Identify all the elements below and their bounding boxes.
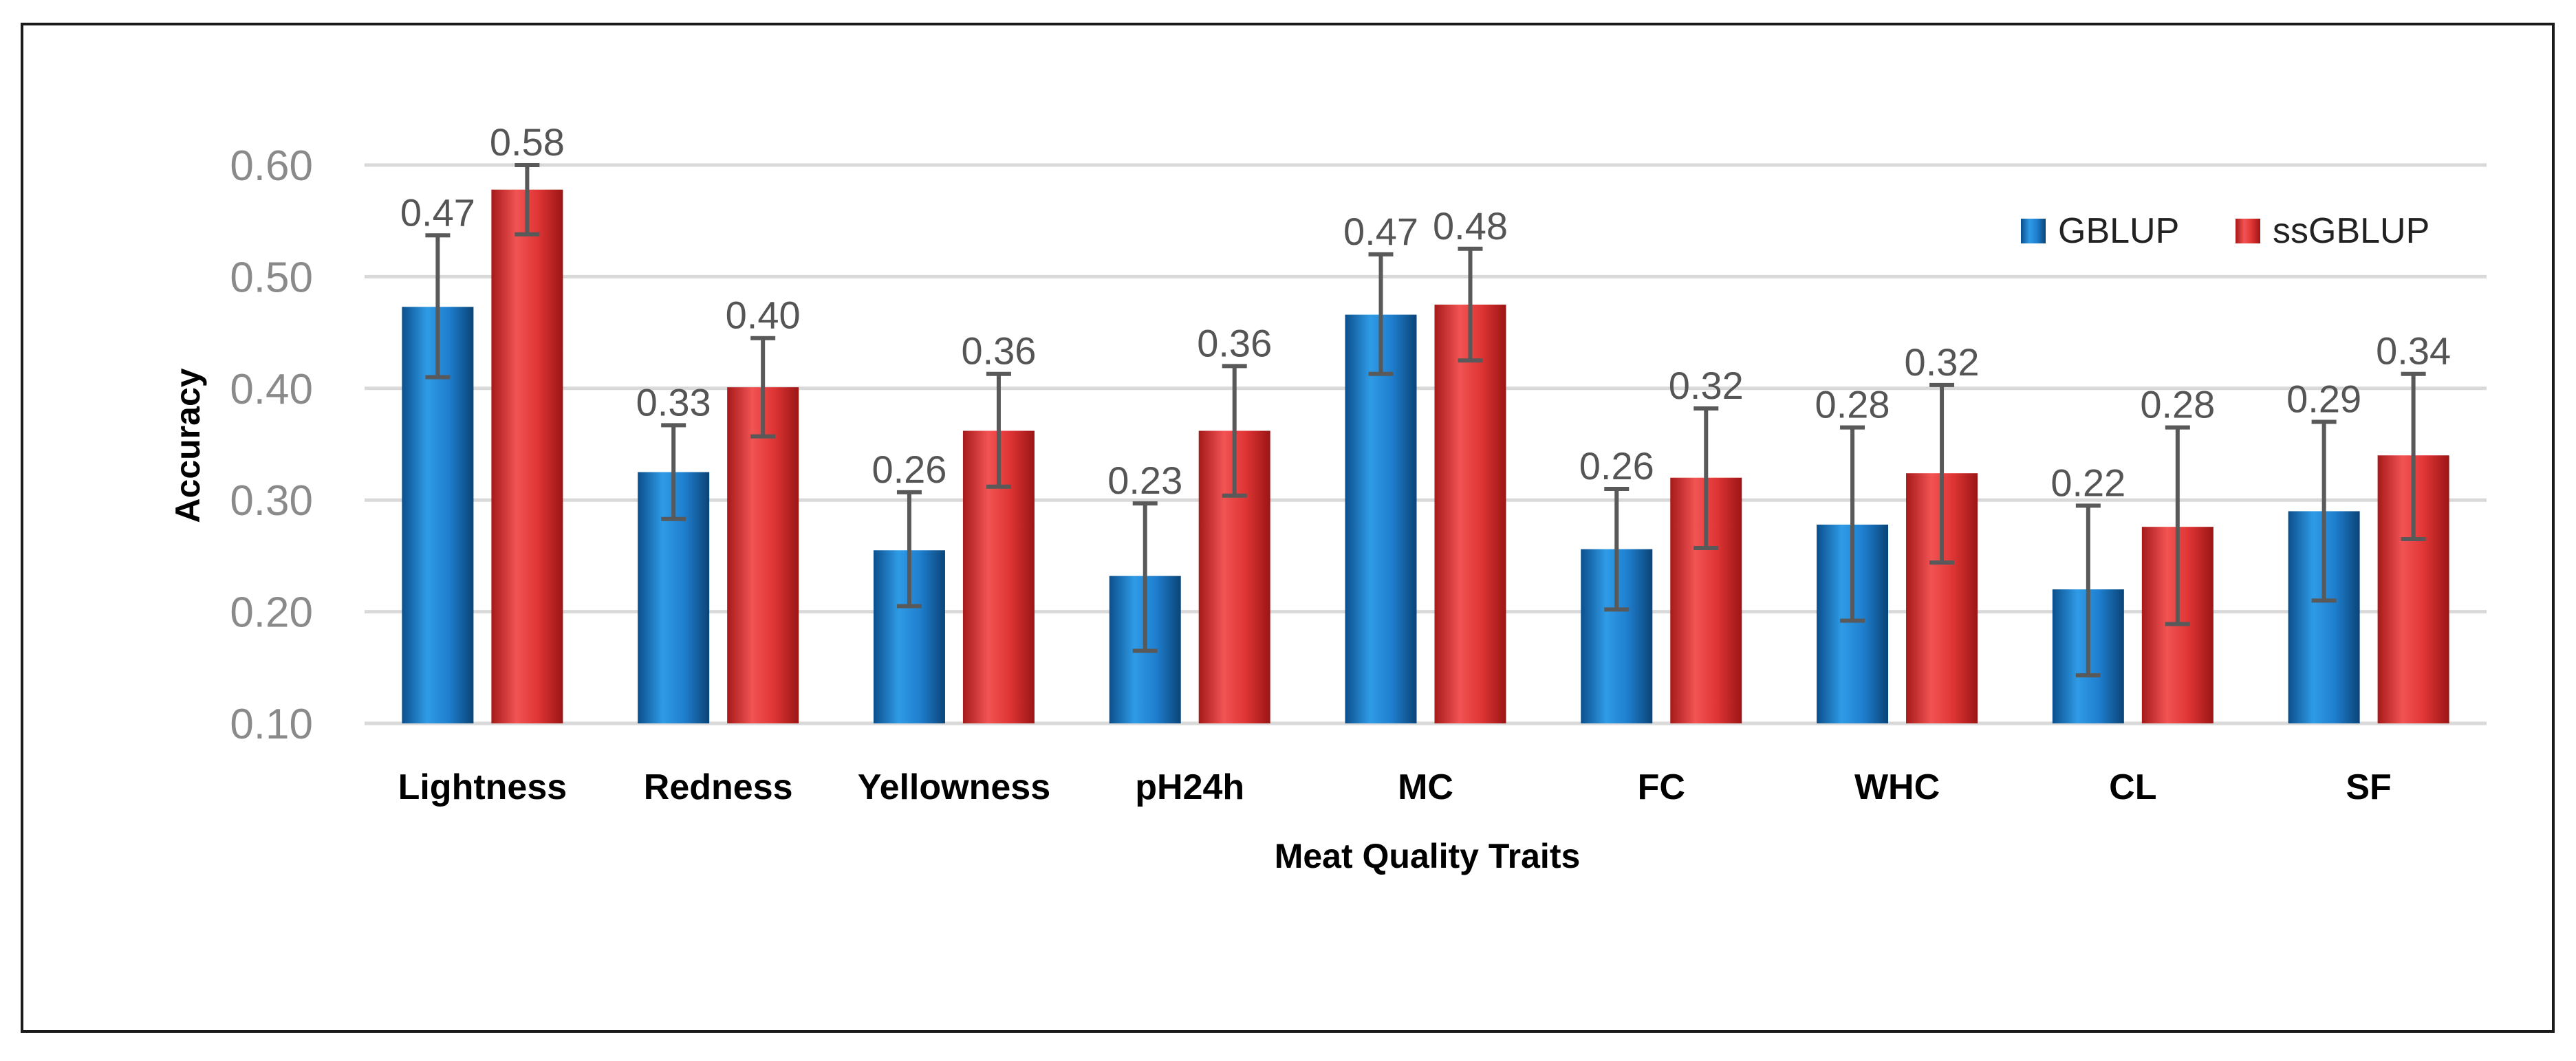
data-label: 0.28 xyxy=(2140,383,2215,426)
category-label: Redness xyxy=(644,767,793,807)
category-label: MC xyxy=(1398,767,1453,807)
data-label: 0.29 xyxy=(2286,378,2361,421)
data-labels: 0.47 0.58 0.33 0.40 0.26 0.36 0.23 0.36 0.47 0.48… xyxy=(400,120,2451,504)
gridlines xyxy=(365,163,2487,725)
bar-ssgblup-redness xyxy=(727,387,799,723)
data-label: 0.47 xyxy=(400,190,475,234)
data-label: 0.58 xyxy=(490,120,565,164)
data-label: 0.36 xyxy=(961,329,1036,373)
data-label: 0.47 xyxy=(1343,210,1418,253)
x-axis-title: Meat Quality Traits xyxy=(1275,837,1581,875)
y-tick-label: 0.50 xyxy=(230,254,313,301)
bar-ssgblup-lightness xyxy=(491,189,563,723)
category-label: Yellowness xyxy=(858,767,1050,807)
x-axis-categories: Lightness Redness Yellowness pH24h MC FC WHC CL… xyxy=(398,767,2392,807)
legend-swatch-ssgblup xyxy=(2236,219,2260,243)
y-axis-title: Accuracy xyxy=(169,368,207,523)
y-tick-label: 0.30 xyxy=(230,477,313,525)
data-label: 0.36 xyxy=(1197,321,1272,364)
legend-label-gblup: GBLUP xyxy=(2058,211,2179,251)
data-label: 0.48 xyxy=(1433,204,1508,248)
y-tick-label: 0.60 xyxy=(230,142,313,190)
error-bars xyxy=(425,163,2426,678)
data-label: 0.26 xyxy=(872,448,946,491)
legend-label-ssgblup: ssGBLUP xyxy=(2273,211,2429,251)
legend-swatch-gblup xyxy=(2021,219,2046,243)
y-tick-label: 0.40 xyxy=(230,366,313,413)
category-label: FC xyxy=(1638,767,1685,807)
data-label: 0.26 xyxy=(1579,444,1654,488)
data-label: 0.33 xyxy=(636,380,711,424)
bar-ssgblup-mc xyxy=(1434,305,1506,723)
y-axis-ticks: 0.10 0.20 0.30 0.40 0.50 0.60 xyxy=(230,142,313,748)
category-label: CL xyxy=(2109,767,2156,807)
data-label: 0.23 xyxy=(1107,459,1182,502)
category-label: Lightness xyxy=(398,767,567,807)
data-label: 0.32 xyxy=(1905,340,1980,384)
data-label: 0.22 xyxy=(2050,461,2125,504)
y-tick-label: 0.10 xyxy=(230,701,313,748)
data-label: 0.34 xyxy=(2376,329,2451,373)
data-label: 0.28 xyxy=(1815,383,1890,426)
legend: GBLUP ssGBLUP xyxy=(2021,211,2429,251)
data-label: 0.32 xyxy=(1669,364,1744,407)
data-label: 0.40 xyxy=(726,294,801,337)
y-tick-label: 0.20 xyxy=(230,589,313,637)
category-label: WHC xyxy=(1854,767,1940,807)
category-label: pH24h xyxy=(1135,767,1244,807)
category-label: SF xyxy=(2346,767,2391,807)
bar-gblup-mc xyxy=(1345,314,1417,724)
